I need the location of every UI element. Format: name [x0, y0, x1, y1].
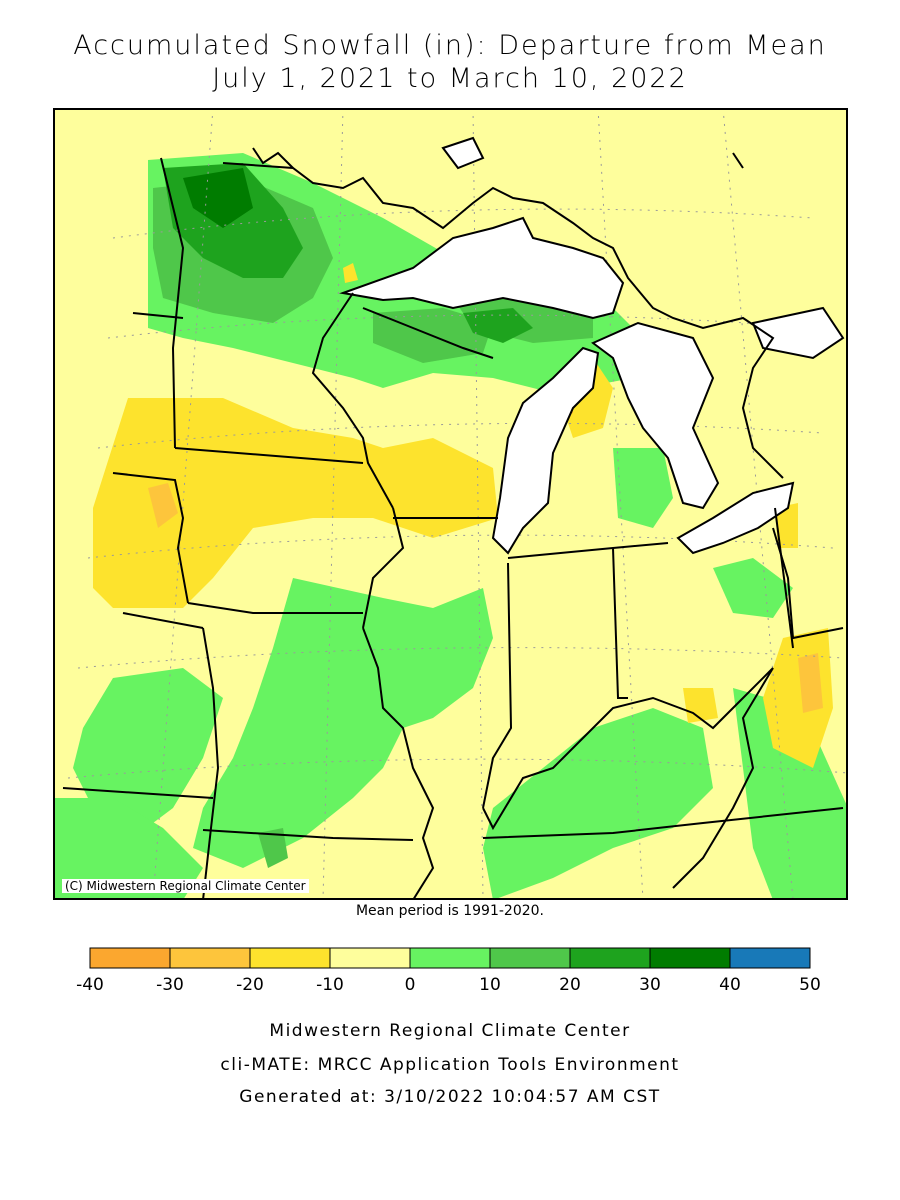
mn-wi-border — [311, 292, 394, 509]
il-in-border — [482, 562, 513, 809]
lake-nipigon — [441, 136, 485, 170]
legend-swatch — [89, 947, 171, 969]
state-boundaries — [62, 157, 844, 900]
ky-wv-border — [672, 667, 774, 889]
fill-ohio-green — [713, 558, 793, 618]
fill-minnesota-green40 — [183, 168, 253, 228]
legend-swatch — [569, 947, 651, 969]
map-date-range: July 1, 2021 to March 10, 2022 — [212, 63, 688, 94]
fill-south-green — [193, 578, 493, 868]
fill-west-green — [73, 668, 223, 838]
mn-nd-border — [160, 157, 185, 449]
legend-swatch — [409, 947, 491, 969]
mo-il-river — [362, 627, 435, 900]
legend-tick-label: 30 — [639, 975, 661, 995]
legend-swatch — [729, 947, 811, 969]
fill-pa-minus10 — [775, 503, 798, 548]
ia-mo-border — [187, 602, 363, 614]
legend-swatch — [329, 947, 411, 969]
in-oh-border — [612, 547, 628, 699]
oh-pa-border — [774, 507, 794, 649]
footer-generated-time: Generated at: 3/10/2022 10:04:57 AM CST — [239, 1087, 661, 1107]
legend-swatch — [649, 947, 731, 969]
mo-ks-border — [202, 627, 220, 900]
fill-kentucky-green — [483, 708, 713, 900]
fill-southwest-green — [53, 798, 203, 900]
footer-tool-name: cli-MATE: MRCC Application Tools Environ… — [220, 1055, 680, 1075]
lake-erie — [676, 481, 795, 555]
legend-swatch — [169, 947, 251, 969]
canada-shoreline — [222, 147, 784, 479]
legend-swatch — [249, 947, 331, 969]
legend-swatch — [489, 947, 571, 969]
map-frame — [53, 108, 848, 900]
ne-ks-west — [122, 612, 204, 629]
mn-sd-border — [132, 312, 184, 319]
legend-tick-label: 0 — [405, 975, 416, 995]
fill-ohio-minus10 — [683, 688, 718, 723]
footer-organization: Midwestern Regional Climate Center — [269, 1021, 631, 1041]
legend-tick-label: -30 — [156, 975, 184, 995]
ia-il-border — [362, 507, 405, 629]
fill-minnesota-minus10 — [343, 263, 358, 283]
legend-tick-label: -10 — [316, 975, 344, 995]
legend-tick-label: 20 — [559, 975, 581, 995]
lake-michigan — [491, 346, 600, 555]
legend-tick-label: 50 — [799, 975, 821, 995]
mi-in-oh-border — [507, 542, 669, 559]
ia-ne-border — [112, 472, 189, 604]
legend-tick-label: 10 — [479, 975, 501, 995]
map-credit: (C) Midwestern Regional Climate Center — [62, 879, 309, 893]
fill-missouri-green20 — [258, 828, 288, 868]
fill-lower-michigan-green — [613, 448, 673, 528]
map-region-fills — [53, 108, 848, 900]
wi-mi-border — [362, 307, 494, 359]
fill-east-green — [733, 688, 848, 900]
lake-superior — [339, 216, 625, 320]
il-ky-river — [482, 667, 774, 831]
map-title: Accumulated Snowfall (in): Departure fro… — [73, 30, 827, 61]
lake-ontario — [751, 306, 845, 360]
graticule-lines — [67, 108, 848, 900]
mn-ia-border — [174, 447, 364, 464]
great-lakes — [339, 136, 845, 555]
ks-ne-border — [62, 787, 214, 799]
legend-tick-label: -20 — [236, 975, 264, 995]
legend-tick-label: 40 — [719, 975, 741, 995]
fill-iowa-minus20 — [148, 483, 178, 528]
ks-ok-border — [202, 829, 414, 841]
color-legend: -40 -30 -20 -10 0 10 20 30 40 50 — [76, 947, 821, 995]
fill-west-virginia-minus20 — [798, 653, 823, 713]
ky-tn-border — [482, 807, 844, 839]
legend-tick-label: -40 — [76, 975, 104, 995]
mean-period-note: Mean period is 1991-2020. — [355, 903, 545, 919]
fill-upper-michigan-green30 — [463, 308, 533, 343]
lake-huron — [591, 321, 720, 510]
snowfall-departure-map — [53, 108, 848, 900]
